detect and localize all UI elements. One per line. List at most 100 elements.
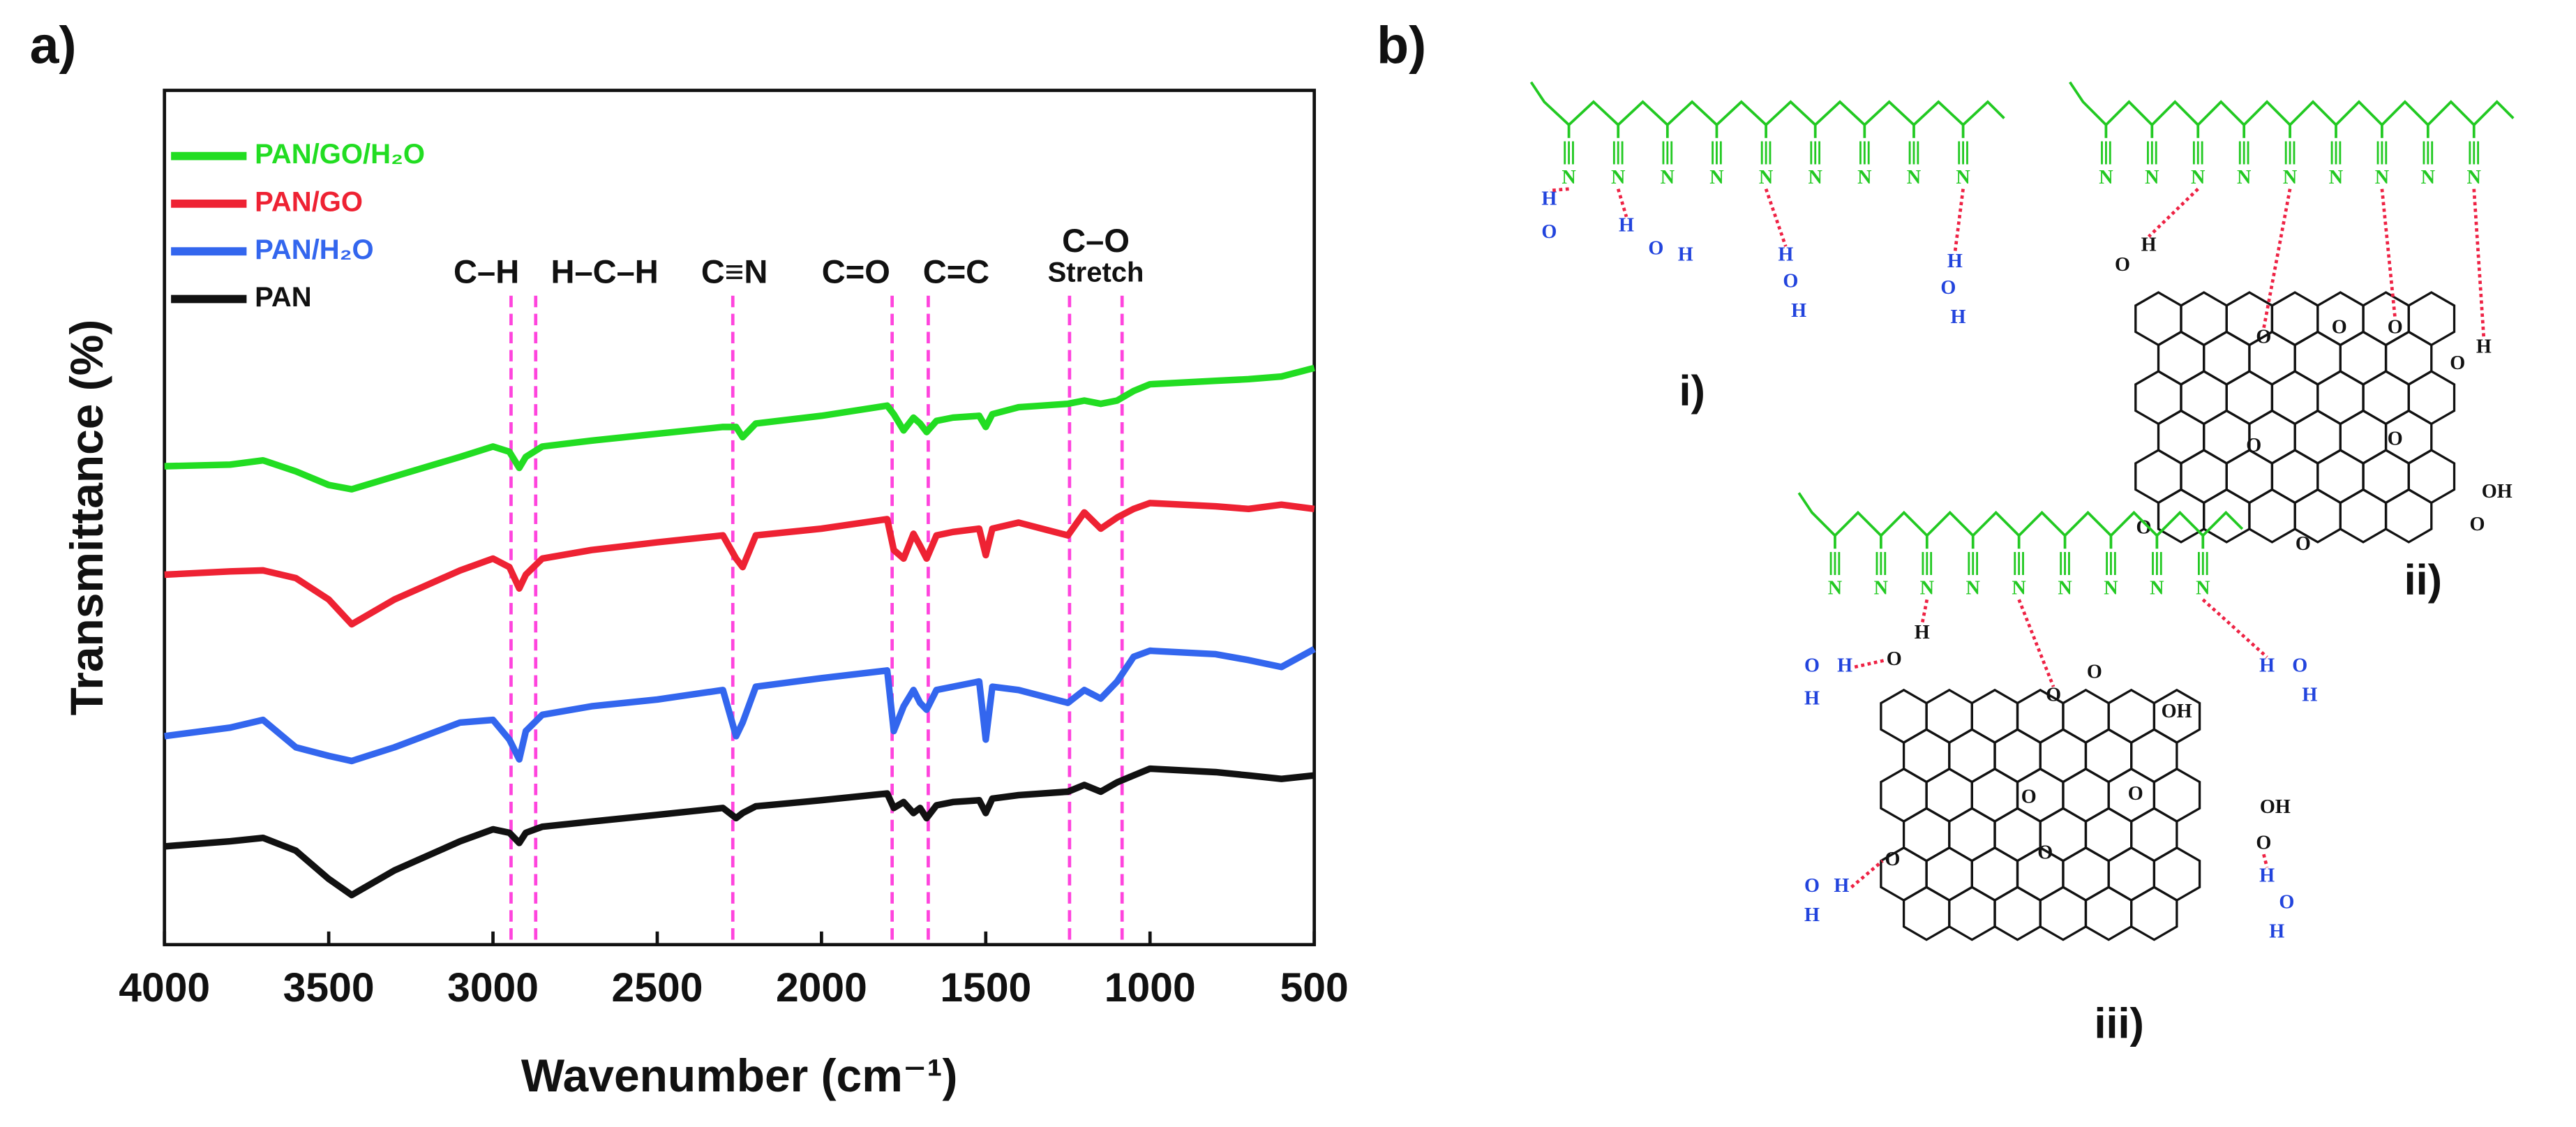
atom-label: N: [1857, 167, 1872, 188]
structure-label: iii): [2095, 1000, 2144, 1047]
atom-label: H: [1947, 251, 1963, 272]
atom-label: O: [2246, 435, 2261, 456]
x-tick-label: 2000: [776, 965, 867, 1010]
atom-label: H: [2259, 655, 2275, 676]
graphene-ring: [2130, 886, 2178, 941]
atom-label: H: [1678, 244, 1693, 266]
atom-label: N: [2421, 167, 2436, 188]
annotation-label: Stretch: [1048, 258, 1144, 288]
atom-label: H: [2476, 336, 2492, 358]
atom-label: O: [2388, 428, 2403, 449]
hydrogen-bond: [1854, 659, 1885, 669]
atom-label: O: [2046, 685, 2061, 706]
atom-label: O: [2296, 533, 2311, 555]
atom-label: H: [1791, 300, 1806, 322]
legend-label: PAN/GO: [255, 187, 363, 218]
hydrogen-bond: [2201, 598, 2268, 659]
atom-label: N: [2058, 578, 2072, 599]
hydrogen-bond: [1850, 859, 1884, 889]
atom-label: O: [1887, 648, 1902, 670]
atom-label: O: [2332, 316, 2347, 338]
atom-label: H: [1834, 875, 1849, 897]
annotation-label: C=O: [822, 253, 890, 290]
hydrogen-bond: [2262, 188, 2292, 329]
atom-label: H: [2141, 234, 2157, 256]
x-axis-label: Wavenumber (cm⁻¹): [521, 1050, 958, 1101]
hydrogen-bond: [2380, 188, 2397, 319]
structure-label: ii): [2404, 556, 2442, 604]
atom-label: OH: [2260, 796, 2291, 818]
polymer-backbone: [1797, 492, 2244, 538]
atom-label: O: [2450, 352, 2465, 374]
atom-label: O: [2256, 833, 2271, 854]
atom-label: H: [1778, 244, 1793, 266]
atom-label: N: [2099, 167, 2113, 188]
graphene-ring: [1948, 886, 1996, 941]
atom-label: O: [2469, 514, 2485, 535]
legend-label: PAN/H₂O: [255, 234, 373, 265]
graphene-ring: [1902, 886, 1951, 941]
atom-label: O: [2037, 842, 2053, 864]
polymer-backbone: [2069, 81, 2515, 127]
legend-label: PAN/GO/H₂O: [255, 139, 425, 170]
x-tick-label: 3000: [447, 965, 539, 1010]
panel-label: a): [30, 16, 77, 75]
atom-label: OH: [2482, 481, 2513, 502]
atom-label: O: [2136, 517, 2152, 539]
hydrogen-bond: [2017, 599, 2055, 687]
graphene-ring: [2084, 886, 2133, 941]
atom-label: N: [2012, 578, 2026, 599]
atom-label: O: [2279, 891, 2294, 913]
series-line: [164, 500, 1315, 628]
hydrogen-bond: [1616, 188, 1628, 218]
hydrogen-bond: [1764, 188, 1788, 247]
atom-label: N: [2467, 167, 2482, 188]
atom-label: O: [1783, 270, 1798, 292]
atom-label: N: [2283, 167, 2298, 188]
atom-label: N: [1709, 167, 1724, 188]
atom-label: H: [2269, 921, 2284, 943]
atom-label: N: [2237, 167, 2252, 188]
hydrogen-bond: [2472, 188, 2486, 339]
graphene-ring: [2157, 488, 2206, 544]
atom-label: H: [2302, 685, 2317, 706]
annotation-label: C–O: [1062, 222, 1130, 259]
x-tick-label: 1000: [1104, 965, 1196, 1010]
graphene-ring: [2248, 488, 2296, 544]
atom-label: O: [1940, 277, 1956, 299]
atom-label: O: [2128, 783, 2143, 805]
atom-label: H: [1541, 188, 1557, 210]
atom-label: O: [1541, 221, 1557, 243]
atom-label: O: [1648, 237, 1663, 259]
x-tick-label: 500: [1280, 965, 1349, 1010]
x-tick-label: 2500: [612, 965, 703, 1010]
atom-label: H: [1915, 622, 1930, 643]
atom-label: O: [2256, 326, 2271, 348]
structure-label: i): [1679, 367, 1705, 415]
x-tick-label: 4000: [119, 965, 210, 1010]
hydrogen-bond: [1953, 188, 1965, 253]
atom-label: H: [1837, 655, 1852, 676]
series-line: [164, 646, 1316, 765]
plot-frame: [163, 89, 1317, 947]
atom-label: O: [2115, 254, 2130, 276]
atom-label: N: [2375, 167, 2390, 188]
atom-label: OH: [2162, 701, 2192, 722]
atom-label: N: [1920, 578, 1935, 599]
atom-label: N: [2150, 578, 2164, 599]
y-axis-label: Transmittance (%): [61, 320, 112, 716]
atom-label: H: [1804, 687, 1820, 709]
atom-label: N: [2145, 167, 2159, 188]
atom-label: O: [2021, 786, 2037, 808]
atom-label: N: [1874, 578, 1889, 599]
atom-label: N: [1907, 167, 1922, 188]
atom-label: O: [1804, 655, 1820, 676]
panel-label: b): [1377, 16, 1426, 75]
series-line: [164, 364, 1315, 493]
hydrogen-bond: [1920, 599, 1929, 625]
annotation-label: H–C–H: [551, 253, 658, 290]
atom-label: O: [1804, 875, 1820, 897]
atom-label: H: [2259, 865, 2275, 887]
